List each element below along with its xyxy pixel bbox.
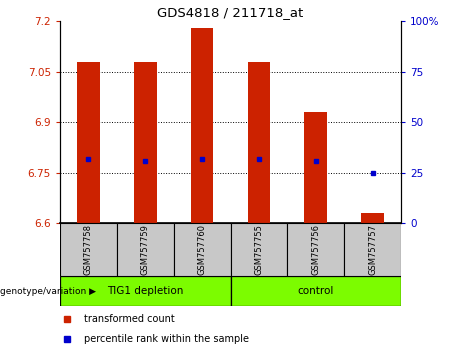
Bar — [248, 62, 270, 223]
Text: TIG1 depletion: TIG1 depletion — [107, 286, 183, 296]
Bar — [60, 276, 230, 306]
Text: GSM757758: GSM757758 — [84, 224, 93, 275]
Text: genotype/variation ▶: genotype/variation ▶ — [0, 287, 96, 296]
Bar — [174, 223, 230, 276]
Bar — [77, 62, 100, 223]
Text: GSM757759: GSM757759 — [141, 224, 150, 275]
Bar — [191, 28, 213, 223]
Text: control: control — [298, 286, 334, 296]
Text: transformed count: transformed count — [84, 314, 175, 324]
Text: GSM757757: GSM757757 — [368, 224, 377, 275]
Text: percentile rank within the sample: percentile rank within the sample — [84, 334, 249, 344]
Bar — [361, 213, 384, 223]
Bar — [60, 223, 117, 276]
Bar — [230, 276, 401, 306]
Bar — [230, 223, 287, 276]
Title: GDS4818 / 211718_at: GDS4818 / 211718_at — [157, 6, 304, 19]
Bar — [134, 62, 157, 223]
Bar — [117, 223, 174, 276]
Bar — [344, 223, 401, 276]
Text: GSM757760: GSM757760 — [198, 224, 207, 275]
Bar — [287, 223, 344, 276]
Text: GSM757755: GSM757755 — [254, 224, 263, 275]
Text: GSM757756: GSM757756 — [311, 224, 320, 275]
Bar — [304, 112, 327, 223]
